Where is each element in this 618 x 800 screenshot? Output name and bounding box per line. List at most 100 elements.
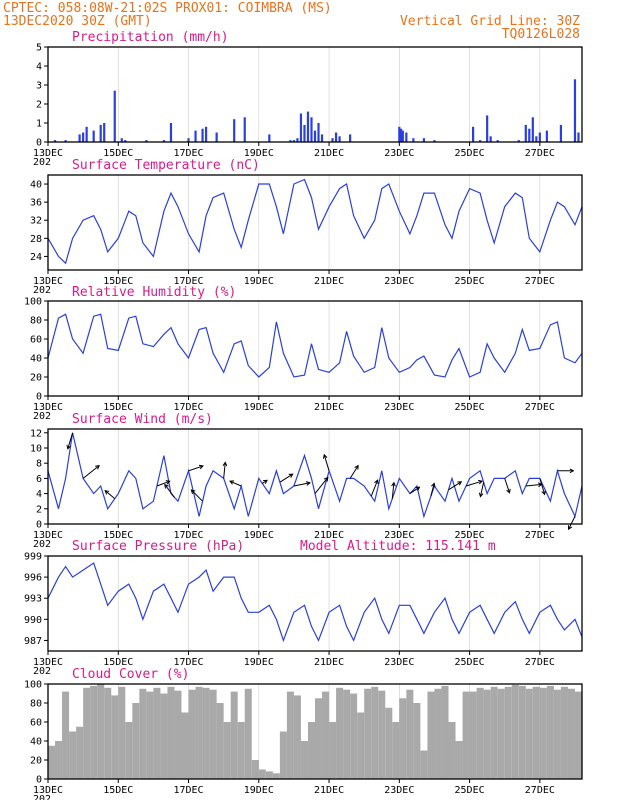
cloud-bar: [455, 741, 463, 779]
precip-bar: [559, 124, 563, 142]
cloud-bar: [223, 722, 231, 779]
precip-bar: [201, 128, 204, 142]
cloud-bar: [385, 707, 393, 779]
wind-arrowhead: [478, 479, 484, 485]
wind-arrowhead: [288, 473, 294, 478]
precip-xtick-label: 27DEC: [525, 148, 555, 159]
wind-arrow: [323, 454, 330, 471]
precip-bar: [401, 130, 404, 142]
cloud-bar: [307, 722, 315, 779]
cloud-frame: [47, 683, 583, 780]
precip-bar: [489, 136, 492, 142]
temp-ytick-label: 32: [30, 216, 42, 227]
header-vertical-grid: Vertical Grid Line: 30Z: [400, 14, 580, 29]
cloud-bar: [504, 686, 512, 779]
cloud-bar: [315, 698, 323, 779]
precip-bar: [577, 132, 580, 142]
wind-arrow: [409, 486, 420, 495]
cloud-bar: [153, 687, 161, 779]
precip-xtick-label: 21DEC: [314, 148, 344, 159]
cloud-bar: [413, 703, 421, 779]
cloud-bar: [174, 690, 182, 779]
cloud-bar: [357, 712, 365, 779]
temp-xtick-label: 13DEC: [33, 276, 63, 287]
precip-bar: [187, 138, 190, 142]
rh-xtick-label: 23DEC: [384, 402, 414, 413]
cloud-bar: [300, 741, 308, 779]
wind-ytick-label: 12: [30, 428, 42, 439]
precip-bar: [194, 130, 197, 142]
wind-xtick-year: 202: [33, 539, 51, 550]
header-model-code: TQ0126L028: [502, 27, 580, 42]
rh-line: [47, 313, 583, 378]
rh-xtick-label: 25DEC: [455, 402, 485, 413]
cloud-bar: [188, 689, 196, 779]
precip-bar: [124, 140, 127, 142]
wind-arrow: [188, 465, 204, 472]
precip-bar: [349, 134, 352, 142]
cloud-bar: [553, 689, 561, 779]
temp-xtick-year: 202: [33, 285, 51, 296]
wind-arrowhead: [391, 481, 396, 487]
precip-bar: [82, 132, 85, 142]
cloud-bar: [574, 691, 582, 779]
wind-ytick-label: 10: [30, 444, 42, 455]
wind-xtick-label: 13DEC: [33, 530, 63, 541]
precip-bar: [412, 138, 415, 142]
cloud-bar: [83, 687, 91, 779]
press-frame: [47, 555, 583, 652]
press-xtick-label: 15DEC: [103, 657, 133, 668]
precip-bar: [310, 117, 313, 142]
cloud-ytick-label: 80: [30, 699, 42, 710]
precip-bar: [296, 138, 299, 142]
cloud-bar: [272, 773, 280, 779]
header-date: 13DEC2020 30Z (GMT): [3, 14, 152, 29]
wind-arrow: [82, 465, 100, 479]
precip-bar: [215, 132, 218, 142]
rh-xtick-label: 15DEC: [103, 402, 133, 413]
press-ytick-label: 990: [24, 615, 42, 626]
cloud-bar: [286, 691, 294, 779]
wind-arrow: [67, 432, 74, 449]
cloud-bar: [490, 686, 498, 779]
precip-bar: [517, 140, 520, 142]
precip-xtick-label: 23DEC: [384, 148, 414, 159]
cloud-bar: [399, 698, 407, 779]
cloud-ytick-label: 0: [36, 775, 42, 786]
precip-frame: [47, 46, 583, 143]
temp-ytick-label: 40: [30, 180, 42, 191]
wind-arrow: [448, 481, 462, 491]
wind-arrow: [229, 480, 242, 487]
cloud-bar: [497, 688, 505, 779]
wind-arrowhead: [164, 483, 169, 489]
wind-arrowhead: [104, 489, 110, 495]
precip-ytick-label: 4: [36, 62, 42, 73]
cloud-bar: [125, 722, 133, 779]
cloud-bar: [427, 691, 435, 779]
rh-xtick-label: 13DEC: [33, 402, 63, 413]
precip-bar: [524, 124, 527, 142]
precip-bar: [405, 132, 408, 142]
cloud-ytick-label: 100: [24, 680, 42, 691]
rh-ytick-label: 20: [30, 373, 42, 384]
cloud-bar: [69, 731, 77, 779]
cloud-bar: [167, 686, 175, 779]
precip-bar: [338, 136, 341, 142]
cloud-ytick-label: 40: [30, 737, 42, 748]
precip-bar: [486, 115, 489, 142]
precip-bar: [535, 136, 538, 142]
cloud-bar: [111, 695, 119, 779]
cloud-bar: [525, 688, 533, 779]
precip-bar: [303, 124, 306, 142]
wind-arrow: [223, 462, 226, 479]
cloud-bar: [104, 687, 112, 779]
press-title: Surface Pressure (hPa): [72, 539, 244, 554]
cloud-bar: [483, 689, 491, 779]
rh-frame: [47, 300, 583, 397]
precip-panel: 0 1 2 3 4 5 13DEC 15DEC 17DEC 19DEC 21DEC 23DEC 25DE…: [33, 30, 583, 168]
precip-bar: [113, 90, 116, 142]
precip-bar: [92, 130, 95, 142]
cloud-xtick-label: 25DEC: [455, 785, 485, 796]
header-location: CPTEC: 058:08W-21:02S PROX01: COIMBRA (M…: [3, 1, 332, 16]
